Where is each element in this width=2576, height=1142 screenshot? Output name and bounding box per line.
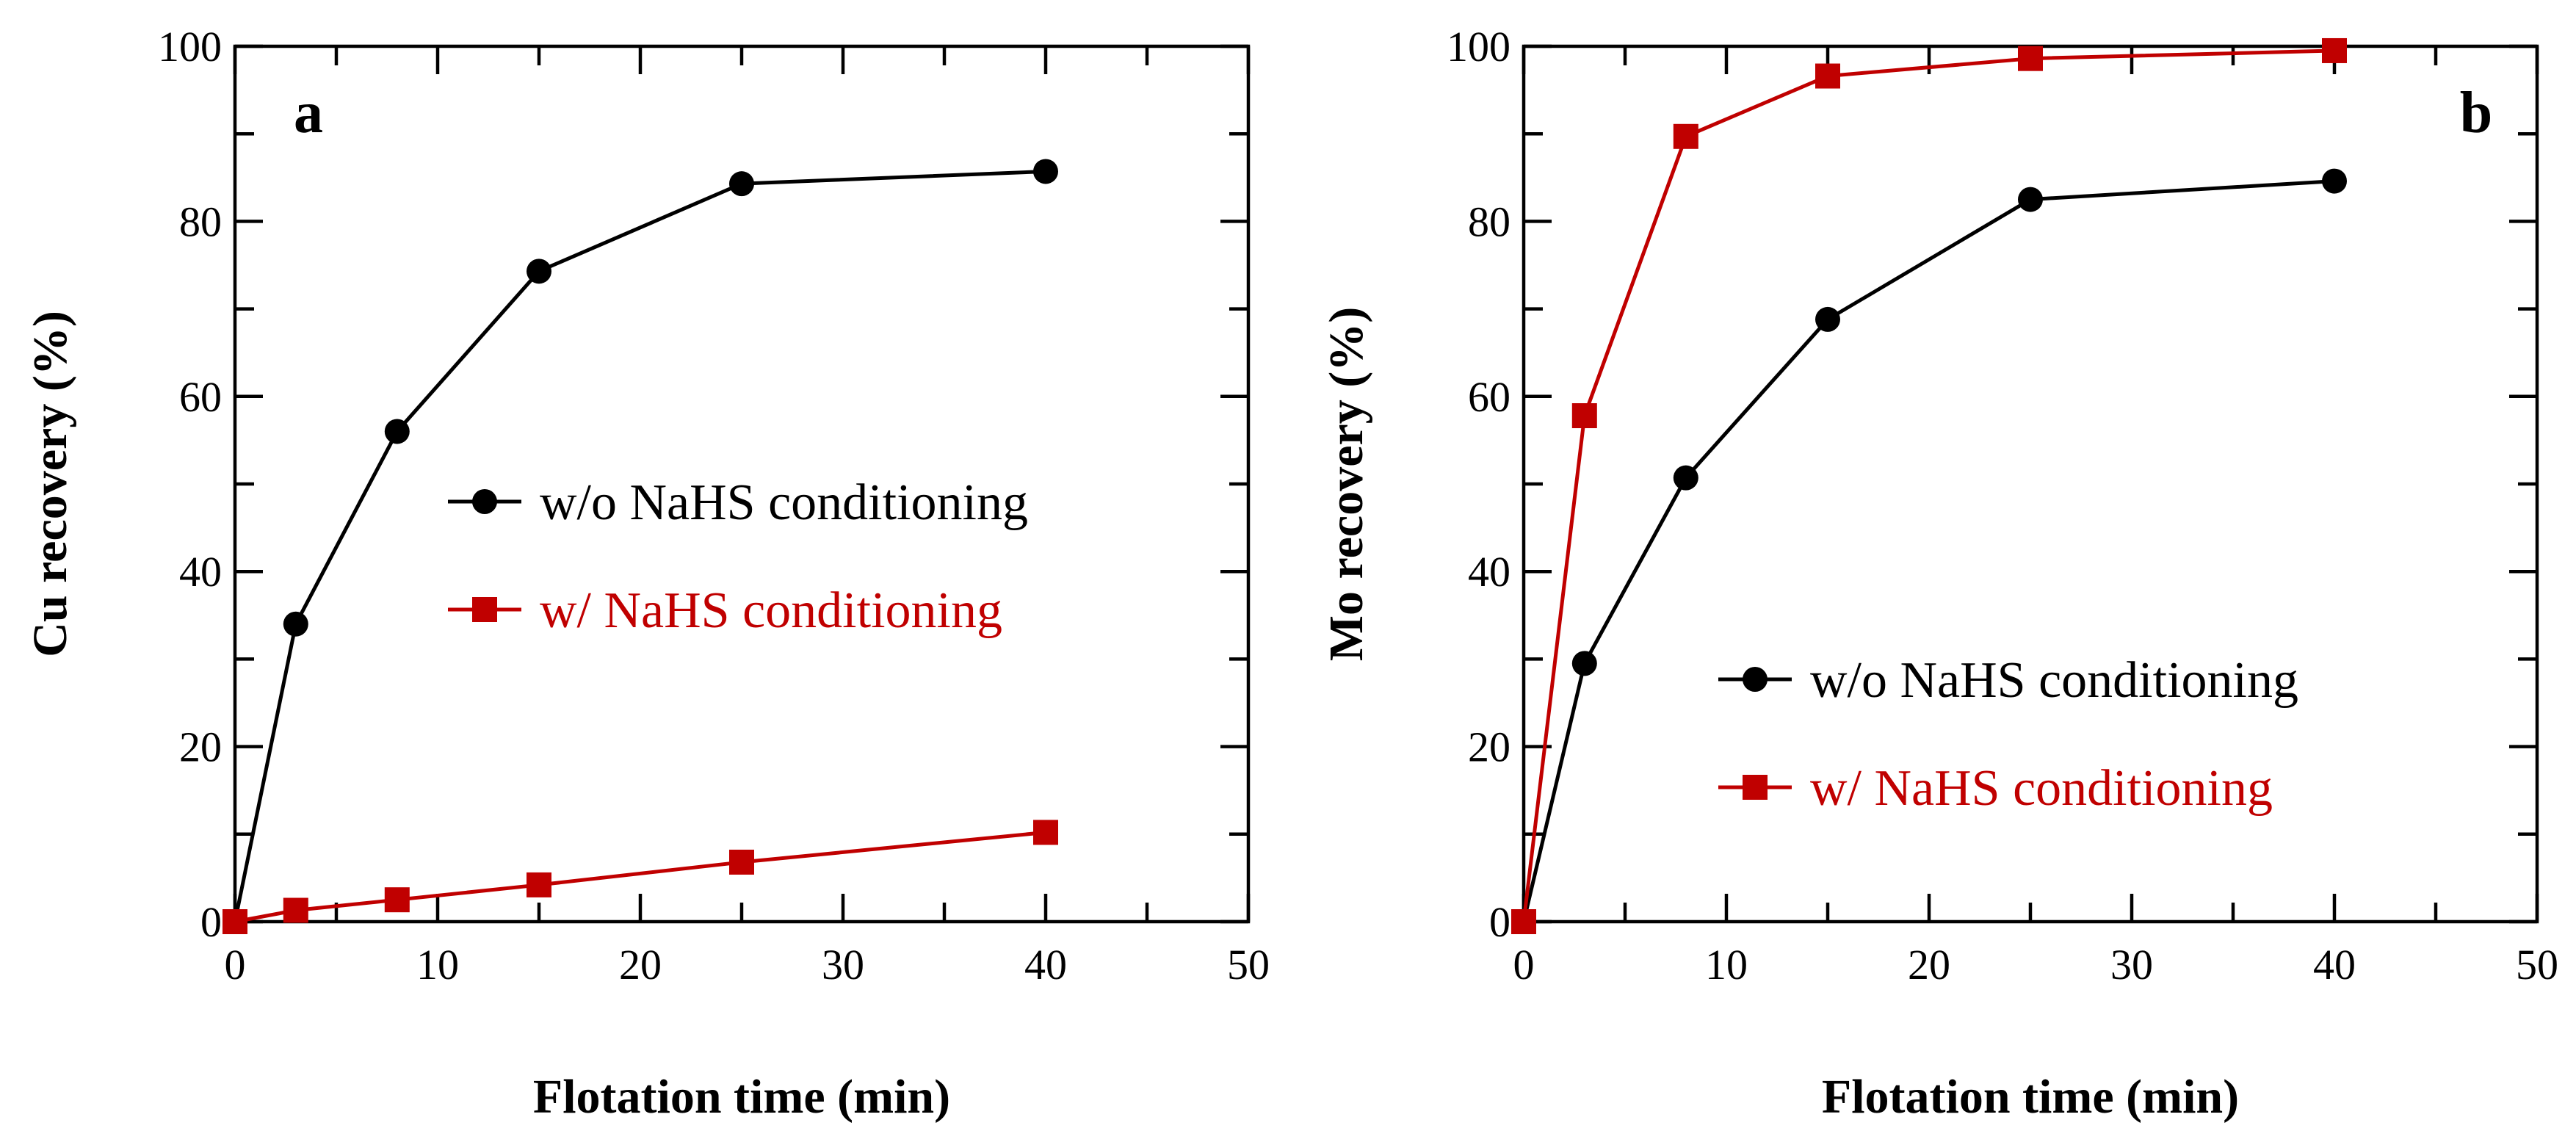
x-tick-label: 10 — [1705, 941, 1748, 989]
data-point-square — [527, 872, 551, 897]
series-line — [233, 169, 1046, 922]
data-point-circle — [1673, 465, 1698, 491]
y-tick-label: 100 — [158, 23, 222, 71]
x-tick-label: 30 — [822, 941, 864, 989]
legend-entry: w/o NaHS conditioning — [448, 474, 1028, 531]
y-axis-title: Mo recovery (%) — [1320, 307, 1373, 662]
x-axis-title: Flotation time (min) — [1822, 1070, 2239, 1124]
y-tick-label: 60 — [179, 373, 222, 421]
data-point-square — [1571, 403, 1597, 429]
data-point-square — [2018, 46, 2043, 71]
data-point-square — [1511, 909, 1536, 934]
data-point-circle — [2322, 168, 2347, 194]
chart-panel-b: 0 10 20 30 40 50 0 20 40 60 80 100 Flotation time (m… — [1320, 23, 2558, 1124]
x-tick-label: 20 — [619, 941, 662, 989]
data-point-square — [1815, 63, 1840, 89]
y-tick-label: 20 — [179, 723, 222, 771]
y-tick-label: 80 — [1468, 198, 1510, 245]
x-tick-label: 30 — [2110, 941, 2153, 989]
x-tick-label: 0 — [1513, 941, 1535, 989]
data-point-circle — [1571, 651, 1597, 676]
series-line — [1522, 48, 2335, 922]
legend-entry: w/ NaHS conditioning — [1718, 760, 2273, 817]
series-without-nahs — [1511, 168, 2347, 934]
x-tick-label: 0 — [225, 941, 246, 989]
legend-marker-square — [472, 597, 497, 622]
series-with-nahs — [222, 820, 1058, 934]
legend-marker-circle — [472, 489, 497, 514]
data-point-circle — [384, 419, 410, 444]
legend-label: w/ NaHS conditioning — [540, 582, 1002, 639]
data-point-circle — [283, 611, 308, 637]
y-axis-title: Cu recovery (%) — [23, 311, 77, 657]
x-tick-label: 20 — [1908, 941, 1950, 989]
legend-label: w/o NaHS conditioning — [1810, 652, 2298, 709]
y-tick-label: 60 — [1468, 373, 1510, 421]
data-point-square — [729, 849, 754, 875]
panel-label: b — [2460, 81, 2493, 145]
y-tick-label: 100 — [1447, 23, 1510, 71]
series-line — [1522, 179, 2335, 922]
legend-label: w/o NaHS conditioning — [540, 474, 1028, 531]
data-point-square — [384, 887, 410, 913]
panel-label: a — [294, 81, 323, 145]
data-point-square — [283, 897, 308, 923]
x-tick-label: 50 — [1227, 941, 1270, 989]
chart-panel-a: 0 10 20 30 40 50 0 20 40 60 80 100 Flotation time (m… — [23, 23, 1270, 1124]
data-point-circle — [1815, 306, 1840, 332]
series-without-nahs — [222, 159, 1058, 934]
legend-entry: w/o NaHS conditioning — [1718, 652, 2298, 709]
legend-label: w/ NaHS conditioning — [1810, 760, 2273, 817]
y-tick-label: 20 — [1468, 723, 1510, 771]
series-with-nahs — [1511, 37, 2347, 934]
x-tick-label: 50 — [2516, 941, 2558, 989]
x-tick-label: 40 — [2313, 941, 2356, 989]
data-point-circle — [729, 171, 754, 197]
data-point-square — [1033, 820, 1058, 845]
data-point-square — [222, 909, 247, 934]
y-tick-label: 0 — [200, 898, 222, 946]
legend-marker-circle — [1743, 667, 1768, 692]
y-tick-label: 40 — [179, 548, 222, 596]
legend-entry: w/ NaHS conditioning — [448, 582, 1002, 639]
data-point-square — [1673, 123, 1698, 149]
y-tick-label: 40 — [1468, 548, 1510, 596]
x-tick-label: 10 — [416, 941, 459, 989]
data-point-square — [2322, 37, 2347, 63]
x-tick-label: 40 — [1024, 941, 1067, 989]
legend-marker-square — [1743, 775, 1768, 800]
data-point-circle — [527, 259, 551, 284]
x-axis-title: Flotation time (min) — [533, 1070, 950, 1124]
data-point-circle — [2018, 187, 2043, 212]
y-tick-label: 0 — [1489, 898, 1510, 946]
data-point-circle — [1033, 159, 1058, 184]
y-tick-label: 80 — [179, 198, 222, 245]
